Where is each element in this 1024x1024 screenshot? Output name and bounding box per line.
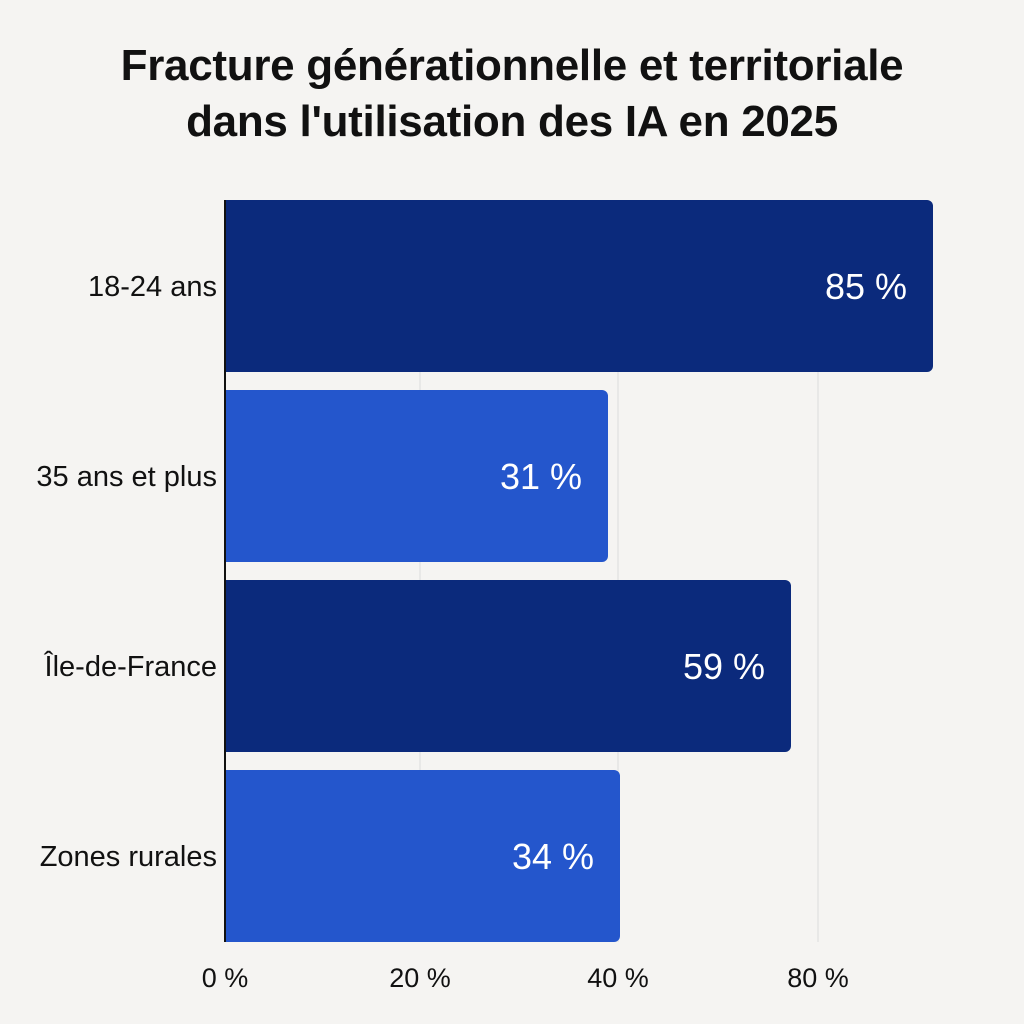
- bar: [225, 580, 791, 752]
- chart-title-line-2: dans l'utilisation des IA en 2025: [186, 97, 838, 146]
- bar-value-label: 85 %: [825, 266, 907, 307]
- x-tick-label: 0 %: [202, 963, 249, 993]
- bar-value-label: 59 %: [683, 646, 765, 687]
- bar-value-label: 34 %: [512, 836, 594, 877]
- category-labels: 18-24 ans 35 ans et plus Île-de-France Zone…: [36, 271, 217, 873]
- category-label: 35 ans et plus: [36, 461, 217, 493]
- bar-left-edge: [225, 390, 235, 562]
- bar: [225, 200, 933, 372]
- bar-left-edge: [225, 770, 235, 942]
- x-tick-label: 20 %: [389, 963, 451, 993]
- x-tick-label: 40 %: [587, 963, 649, 993]
- bar: [225, 390, 608, 562]
- chart-title-line-1: Fracture générationnelle et territoriale: [120, 41, 904, 90]
- category-label: Zones rurales: [40, 841, 217, 873]
- chart-title: Fracture générationnelle et territoriale…: [0, 38, 1024, 150]
- x-tick-labels: 0 % 20 % 40 % 80 %: [202, 963, 849, 993]
- bar-left-edge: [225, 580, 235, 752]
- bar: [225, 770, 620, 942]
- bars: 85 % 31 % 59 % 34 %: [225, 200, 933, 942]
- category-label: 18-24 ans: [88, 271, 217, 303]
- category-label: Île-de-France: [44, 650, 217, 683]
- x-tick-label: 80 %: [787, 963, 849, 993]
- bar-value-label: 31 %: [500, 456, 582, 497]
- bar-left-edge: [225, 200, 235, 372]
